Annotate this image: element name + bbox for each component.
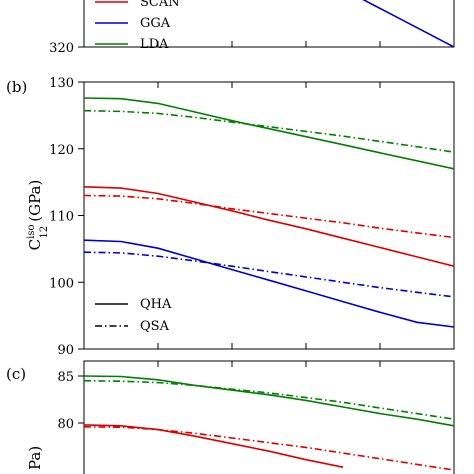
legend-gga-label: GGA (140, 16, 171, 31)
legend-scan-label: SCAN (140, 0, 180, 10)
series-b-gga-qha-4 (84, 239, 454, 328)
legend-qsa-label: QSA (140, 319, 170, 334)
series-c-lda-qsa-1 (84, 379, 454, 420)
panel-c-label: (c) (6, 365, 26, 383)
panel-a-ticks: 320 (49, 41, 381, 56)
series-b-gga-qsa-5 (84, 251, 454, 298)
series-b-lda-qsa-1 (84, 109, 454, 153)
series-b-lda-qha-0 (84, 97, 454, 170)
legend-qha-label: QHA (140, 297, 172, 312)
panel-b: (b) 90 100 110 120 130 Ciso 12(GPa) QHA QSA (6, 76, 455, 358)
panel-c: (c) 80 85 Pa) (6, 360, 455, 474)
y-tick-label-b-3: 120 (49, 143, 74, 158)
panel-b-lines (84, 97, 454, 328)
y-tick-label-b-4: 130 (49, 76, 74, 91)
y-tick-label-a-0: 320 (49, 41, 74, 56)
panel-a: 320 SCAN GGA LDA (49, 0, 455, 56)
series-c-lda-qha-0 (84, 375, 454, 427)
y-tick-label-c-1: 85 (57, 370, 74, 385)
y-tick-label-c-0: 80 (57, 417, 74, 432)
series-c-scan-qsa-3 (84, 426, 454, 471)
series-a-gga-line-0 (362, 0, 454, 47)
legend-methods: QHA QSA (95, 297, 172, 334)
panel-c-lines (84, 375, 454, 471)
legend-functionals: SCAN GGA LDA (95, 0, 180, 52)
panel-c-ticks: 80 85 (57, 361, 381, 432)
y-axis-label-c-fragment: Pa) (26, 446, 44, 470)
y-tick-label-b-2: 110 (49, 210, 74, 225)
y-axis-label-b: Ciso 12(GPa) (26, 180, 50, 251)
panel-a-frame (83, 0, 455, 48)
y-tick-label-b-0: 90 (57, 343, 74, 358)
panel-a-lines (362, 0, 454, 47)
panel-b-label: (b) (6, 78, 27, 96)
series-b-scan-qha-2 (84, 186, 454, 267)
panel-c-frame (83, 360, 455, 474)
y-tick-label-b-1: 100 (49, 276, 74, 291)
series-b-scan-qsa-3 (84, 194, 454, 239)
series-c-scan-qha-2 (84, 424, 344, 468)
legend-lda-label: LDA (140, 37, 169, 52)
panel-b-ticks: 90 100 110 120 130 (49, 76, 381, 358)
